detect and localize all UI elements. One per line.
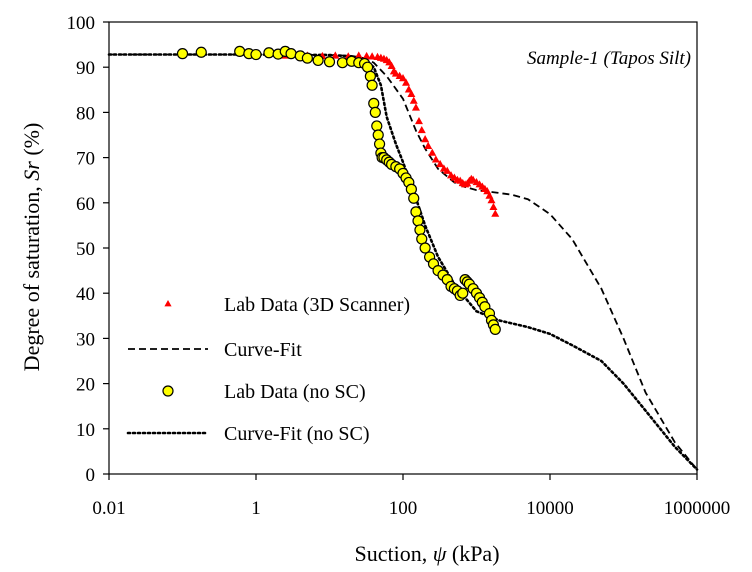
data-point: [372, 129, 384, 141]
y-tick-label: 100: [67, 13, 96, 34]
series-line: [109, 53, 698, 471]
data-point: [414, 116, 423, 125]
data-point: [331, 51, 340, 59]
data-point: [263, 47, 275, 59]
y-axis-ticks: 0 10 20 30 40 50 60 70 80 90 100: [67, 13, 109, 486]
legend-item-curve-fit: Curve-Fit: [128, 339, 302, 361]
y-tick-label: 50: [76, 239, 95, 260]
data-point: [402, 78, 411, 86]
series-line: [107, 53, 699, 471]
y-tick-label: 40: [76, 284, 95, 305]
series-layer: [107, 45, 699, 471]
data-point: [371, 120, 383, 132]
data-point: [428, 148, 437, 156]
x-tick-label: 100: [389, 498, 418, 519]
y-tick-label: 60: [76, 194, 95, 215]
data-point: [411, 103, 420, 111]
series-curve-fit-no-sc: [107, 53, 699, 471]
data-point: [487, 196, 496, 204]
y-tick-label: 70: [76, 149, 95, 170]
sample-annotation: Sample-1 (Tapos Silt): [527, 48, 691, 69]
legend-item-lab-data-no-sc: Lab Data (no SC): [162, 381, 366, 403]
data-point: [323, 56, 336, 68]
legend-item-curve-fit-no-sc: Curve-Fit (no SC): [126, 423, 370, 445]
legend-label: Curve-Fit (no SC): [224, 423, 370, 445]
data-point: [407, 89, 416, 98]
y-tick-label: 80: [76, 103, 95, 124]
data-point: [419, 242, 431, 254]
data-point: [405, 183, 417, 195]
data-point: [176, 48, 189, 60]
x-tick-label: 1: [251, 498, 261, 519]
data-point: [391, 69, 400, 77]
x-tick-label: 0.01: [92, 498, 125, 519]
y-tick-label: 90: [76, 58, 95, 79]
data-point: [373, 138, 386, 150]
legend-label: Lab Data (no SC): [224, 381, 366, 403]
y-tick-label: 30: [76, 329, 95, 350]
legend-label: Curve-Fit: [224, 339, 302, 361]
data-point: [414, 224, 426, 236]
data-point: [387, 61, 396, 69]
data-point: [366, 79, 378, 91]
data-point: [431, 155, 440, 163]
data-point: [409, 96, 418, 104]
x-axis-label: Suction, ψ (kPa): [354, 541, 499, 566]
legend-item-lab-data-3d-scanner: Lab Data (3D Scanner): [164, 294, 410, 316]
series-lab-data-no-sc: [176, 45, 501, 335]
y-tick-label: 0: [86, 465, 96, 486]
data-point: [312, 54, 324, 67]
data-point: [443, 166, 452, 174]
data-point: [421, 135, 430, 143]
x-axis-ticks: 0.01 1 100 10000 1000000: [92, 474, 730, 519]
y-tick-label: 10: [76, 420, 95, 441]
legend-marker-swatch: [162, 385, 174, 397]
data-point: [404, 85, 413, 93]
data-point: [489, 202, 498, 211]
data-point: [364, 70, 376, 82]
data-point: [285, 48, 297, 60]
data-point: [368, 97, 380, 109]
data-point: [491, 209, 500, 217]
y-tick-label: 20: [76, 375, 95, 396]
data-point: [412, 215, 424, 227]
data-point: [399, 74, 407, 82]
y-axis-label: Degree of saturation, Sr (%): [19, 123, 44, 372]
data-point: [368, 52, 377, 60]
data-point: [250, 48, 262, 61]
data-point: [195, 46, 207, 58]
data-point: [336, 57, 349, 69]
data-point: [417, 125, 426, 134]
plot-area-frame: [108, 21, 698, 475]
data-point: [489, 323, 501, 335]
data-point: [424, 141, 433, 149]
data-point: [408, 192, 420, 204]
x-tick-label: 1000000: [664, 498, 731, 519]
data-point: [362, 51, 371, 60]
data-point: [457, 287, 469, 299]
legend-marker-swatch: [164, 299, 172, 307]
legend: Lab Data (3D Scanner) Curve-Fit Lab Data (…: [126, 294, 410, 445]
data-point: [436, 159, 445, 168]
data-point: [354, 51, 363, 59]
series-lab-data-3d-scanner: [281, 51, 500, 217]
data-point: [301, 52, 313, 64]
data-point: [410, 206, 422, 218]
legend-label: Lab Data (3D Scanner): [224, 294, 410, 316]
data-point: [369, 106, 381, 119]
data-point: [234, 45, 246, 57]
x-tick-label: 10000: [526, 498, 574, 519]
series-curve-fit: [109, 53, 698, 471]
